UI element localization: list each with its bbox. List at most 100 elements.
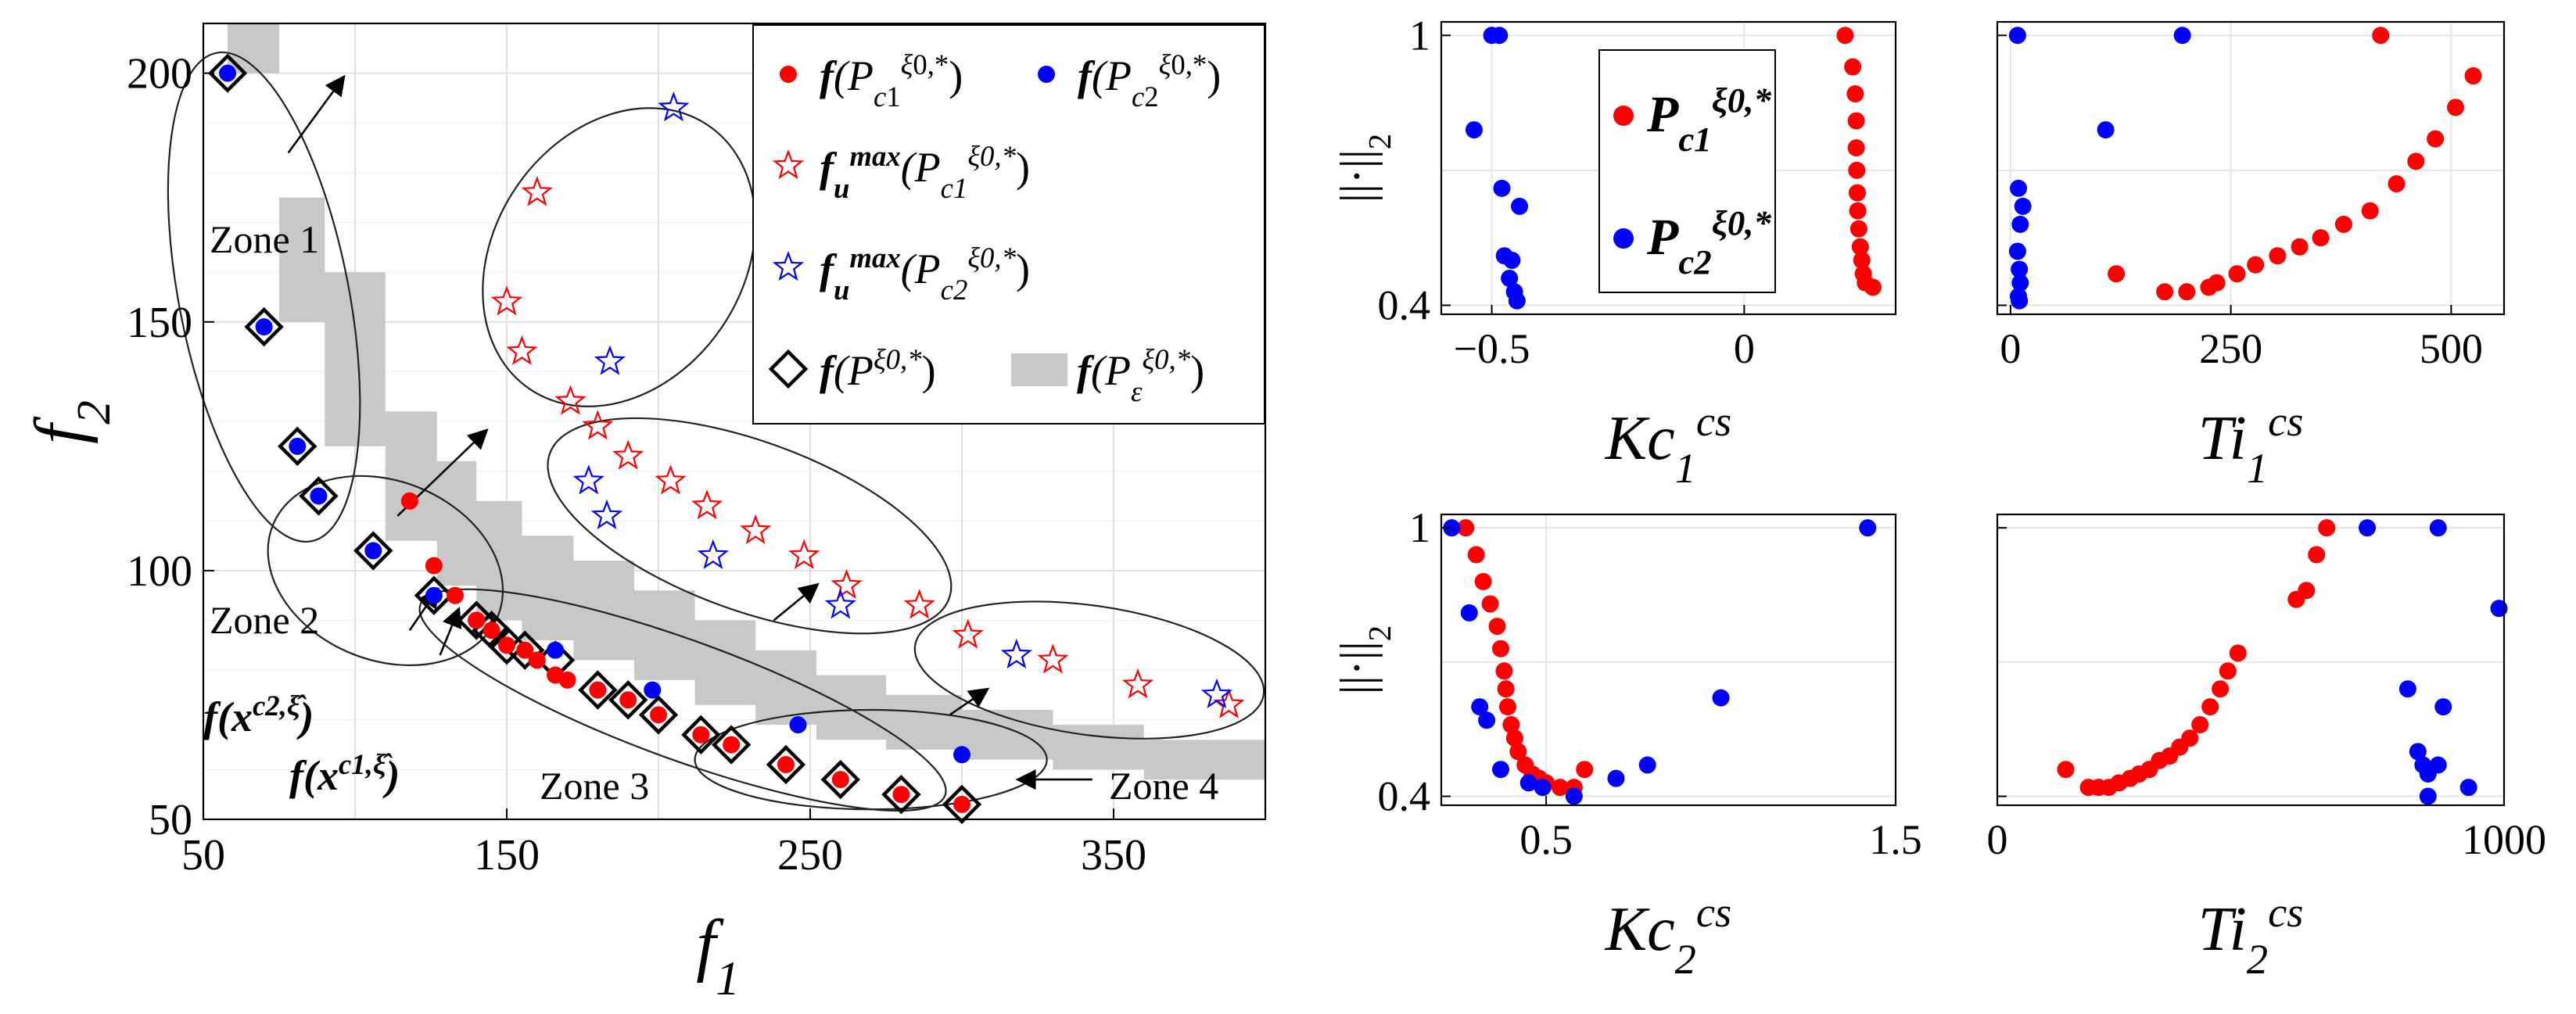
data-point xyxy=(942,784,982,825)
data-point xyxy=(1474,572,1492,590)
panel-kc1: −0.5 0 0.4 1 ||·||2 Kc1cs Pc1ξ0,* Pc2ξ0,* xyxy=(1331,12,1897,492)
data-point xyxy=(572,464,605,495)
data-point xyxy=(2008,242,2026,260)
data-point xyxy=(2464,67,2482,85)
data-point xyxy=(1551,779,1569,797)
y-axis-label: ||·||2 xyxy=(1331,625,1397,694)
data-point xyxy=(1519,774,1537,792)
data-point xyxy=(528,651,546,669)
data-point xyxy=(578,670,618,710)
data-point xyxy=(777,756,795,774)
zone-1-label: Zone 1 xyxy=(210,217,319,261)
data-point xyxy=(1503,251,1521,269)
data-point xyxy=(1508,292,1526,310)
data-point xyxy=(2372,27,2390,45)
data-point xyxy=(681,715,721,755)
data-point xyxy=(498,636,515,654)
series-P_c2^{ξ0,*} xyxy=(1465,27,1529,310)
legend-box xyxy=(1598,49,1776,293)
data-point xyxy=(244,306,284,347)
legend-box xyxy=(752,24,1265,425)
data-point xyxy=(2419,765,2437,783)
data-point xyxy=(2014,197,2032,215)
data-point xyxy=(2490,600,2508,618)
data-point xyxy=(1505,729,1523,747)
data-point xyxy=(1457,519,1475,537)
data-point xyxy=(1846,85,1864,103)
y-axis-label: ||·||2 xyxy=(1331,134,1397,202)
star-group-ellipse-3 xyxy=(913,600,1265,740)
data-point xyxy=(2178,283,2196,301)
data-point xyxy=(2361,202,2379,220)
arrow xyxy=(773,582,820,622)
data-point xyxy=(425,557,443,575)
data-point xyxy=(289,437,307,455)
legend-marker xyxy=(780,66,797,83)
data-point xyxy=(207,53,248,93)
data-point xyxy=(2011,215,2029,233)
data-point xyxy=(590,499,623,529)
axes-box xyxy=(1996,20,2506,316)
x-tick-label: 0.5 xyxy=(1519,816,1573,863)
data-point xyxy=(1478,711,1496,729)
data-point xyxy=(655,464,687,495)
legend-label: f(Pξ0,*) xyxy=(820,343,936,395)
axes-box xyxy=(1440,20,1897,316)
data-point xyxy=(881,775,921,815)
panel-ti1: 0 250 500 Ti1cs xyxy=(1996,20,2506,492)
data-point xyxy=(2219,662,2237,680)
legend-label: f(Pc1ξ0,*) xyxy=(820,48,963,113)
y-tick-label: 100 xyxy=(127,547,192,596)
data-point xyxy=(1565,787,1583,805)
data-point xyxy=(1037,643,1069,674)
data-point xyxy=(2011,260,2029,278)
x-tick-label: 150 xyxy=(474,831,540,880)
data-point xyxy=(425,586,443,604)
data-point xyxy=(2312,229,2330,247)
data-point xyxy=(788,539,820,569)
data-point xyxy=(1491,27,1509,45)
legend-label: fumax(Pc1ξ0,*) xyxy=(820,140,1030,204)
data-point xyxy=(490,285,523,316)
data-point xyxy=(1213,688,1245,718)
legend-swatch xyxy=(1011,353,1067,386)
x-tick-label: 250 xyxy=(2199,325,2262,372)
data-point xyxy=(2097,121,2115,139)
data-point xyxy=(2429,519,2447,537)
data-point xyxy=(1864,278,1882,296)
data-point xyxy=(691,489,723,520)
x-axis-label: Kc2cs xyxy=(1605,889,1731,983)
data-point xyxy=(1502,715,1520,733)
data-point xyxy=(1607,769,1625,787)
panel-kc2: 0.5 1.5 0.4 1 ||·||2 Kc2cs xyxy=(1331,504,1922,983)
x-tick-label: 0 xyxy=(2000,325,2021,372)
data-point xyxy=(2108,265,2126,283)
data-point xyxy=(2011,274,2029,292)
data-point xyxy=(2308,546,2326,564)
data-point xyxy=(1859,519,1877,537)
y-tick-label: 50 xyxy=(149,796,192,844)
main-legend: f(Pc1ξ0,*) f(Pc2ξ0,*) fumax(Pc1ξ0,*) fumax(… xyxy=(752,24,1265,425)
data-point xyxy=(1000,638,1032,669)
axes-box xyxy=(1996,513,2506,807)
data-point xyxy=(1511,197,1529,215)
main-chart: 50 150 250 350 50 100 150 200 f1 f2 Zone 1 Zone 2 Zo… xyxy=(21,22,1267,1005)
legend-marker xyxy=(1613,228,1634,249)
data-point xyxy=(1849,220,1867,238)
zone-4-ellipse xyxy=(694,708,1048,811)
data-point xyxy=(650,706,667,724)
data-point xyxy=(554,385,587,415)
y-tick-label: 1 xyxy=(1409,12,1430,59)
series-P_c2^{ξ0,*} xyxy=(2359,519,2508,805)
y-tick-label: 1 xyxy=(1409,504,1430,551)
legend-marker xyxy=(772,250,805,281)
data-point xyxy=(1849,202,1867,220)
data-point xyxy=(483,622,500,640)
data-point xyxy=(2434,698,2452,716)
data-point xyxy=(2212,680,2230,698)
label-x-c2: f(xc2,ξ̂) xyxy=(203,690,314,741)
data-point xyxy=(2291,238,2309,256)
data-point xyxy=(2079,779,2097,797)
data-point xyxy=(400,492,418,510)
data-point xyxy=(2201,698,2219,716)
